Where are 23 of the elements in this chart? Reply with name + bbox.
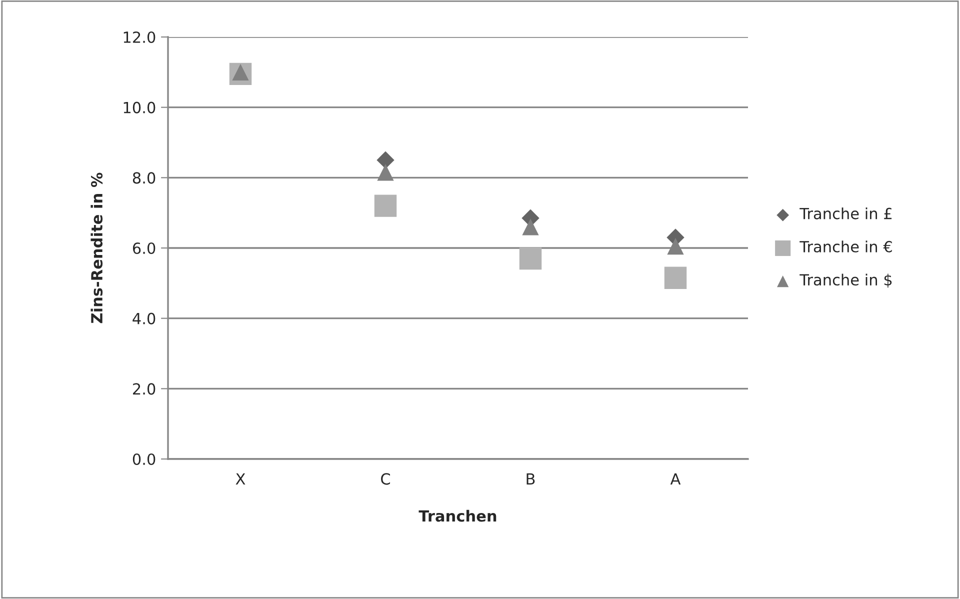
y-axis-title: Zins-Rendite in % xyxy=(90,172,103,324)
legend-label: Tranche in £ xyxy=(800,207,892,220)
point xyxy=(664,266,687,290)
point xyxy=(519,247,542,270)
point xyxy=(667,238,684,255)
legend-label: Tranche in € xyxy=(800,240,892,252)
y-tick-label: 2.0 xyxy=(133,383,156,395)
x-tick-label: B xyxy=(526,473,535,484)
point xyxy=(377,164,394,181)
y-tick-label: 12.0 xyxy=(124,31,156,44)
x-tick-label: C xyxy=(381,473,390,485)
y-tick-label: 8.0 xyxy=(132,172,156,184)
y-tick-label: 4.0 xyxy=(132,312,156,324)
x-tick-label: X xyxy=(236,473,246,484)
x-axis-title: Tranchen xyxy=(418,510,496,522)
x-tick-label: A xyxy=(670,473,681,484)
point xyxy=(522,218,539,236)
y-tick-label: 10.0 xyxy=(124,102,156,114)
point xyxy=(376,151,394,169)
y-tick-label: 6.0 xyxy=(132,242,156,254)
y-tick-label: 0.0 xyxy=(132,453,156,466)
point xyxy=(374,194,397,217)
legend-label: Tranche in $ xyxy=(800,274,892,288)
